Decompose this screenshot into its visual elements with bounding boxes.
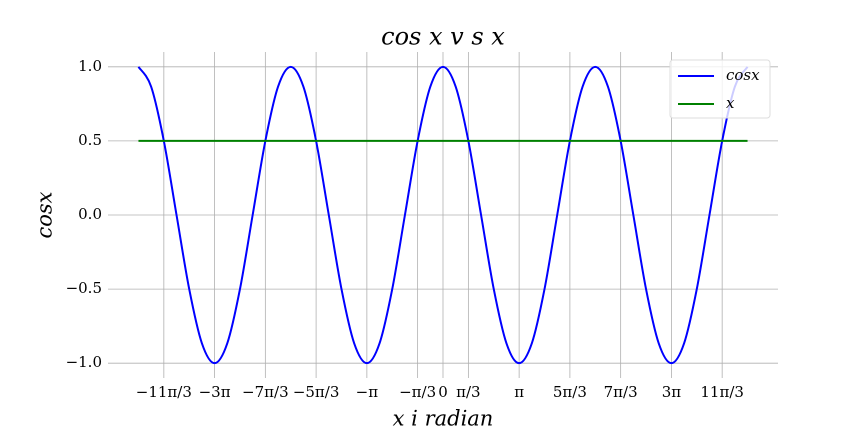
legend: cosx x <box>669 59 771 119</box>
x-tick-label: −7π/3 <box>242 383 289 401</box>
legend-label: cosx <box>726 66 760 84</box>
line <box>137 65 749 365</box>
x-tick-label: −11π/3 <box>136 383 192 401</box>
x-axis-label: x i radian <box>393 407 494 431</box>
x-tick-label: π <box>514 383 524 401</box>
y-axis-label: cosx <box>33 191 57 238</box>
x-tick-label: 7π/3 <box>604 383 638 401</box>
x-tick-label: −π/3 <box>399 383 436 401</box>
x-tick-label: 5π/3 <box>553 383 587 401</box>
x-tick-label: π/3 <box>456 383 480 401</box>
y-tick-label: 0.5 <box>78 131 102 149</box>
chart-title: cos x v s x <box>381 23 505 51</box>
x-tick-label: 11π/3 <box>700 383 744 401</box>
x-tick-label: 0 <box>438 383 448 401</box>
y-tick-label: −1.0 <box>66 353 102 371</box>
x-tick-label: −π <box>356 383 379 401</box>
x-tick-label: −3π <box>199 383 231 401</box>
legend-label: x <box>726 94 735 112</box>
y-tick-label: 0.0 <box>78 205 102 223</box>
x-tick-label: −5π/3 <box>293 383 340 401</box>
y-tick-label: 1.0 <box>78 57 102 75</box>
y-tick-label: −0.5 <box>66 279 102 297</box>
x-tick-label: 3π <box>662 383 682 401</box>
